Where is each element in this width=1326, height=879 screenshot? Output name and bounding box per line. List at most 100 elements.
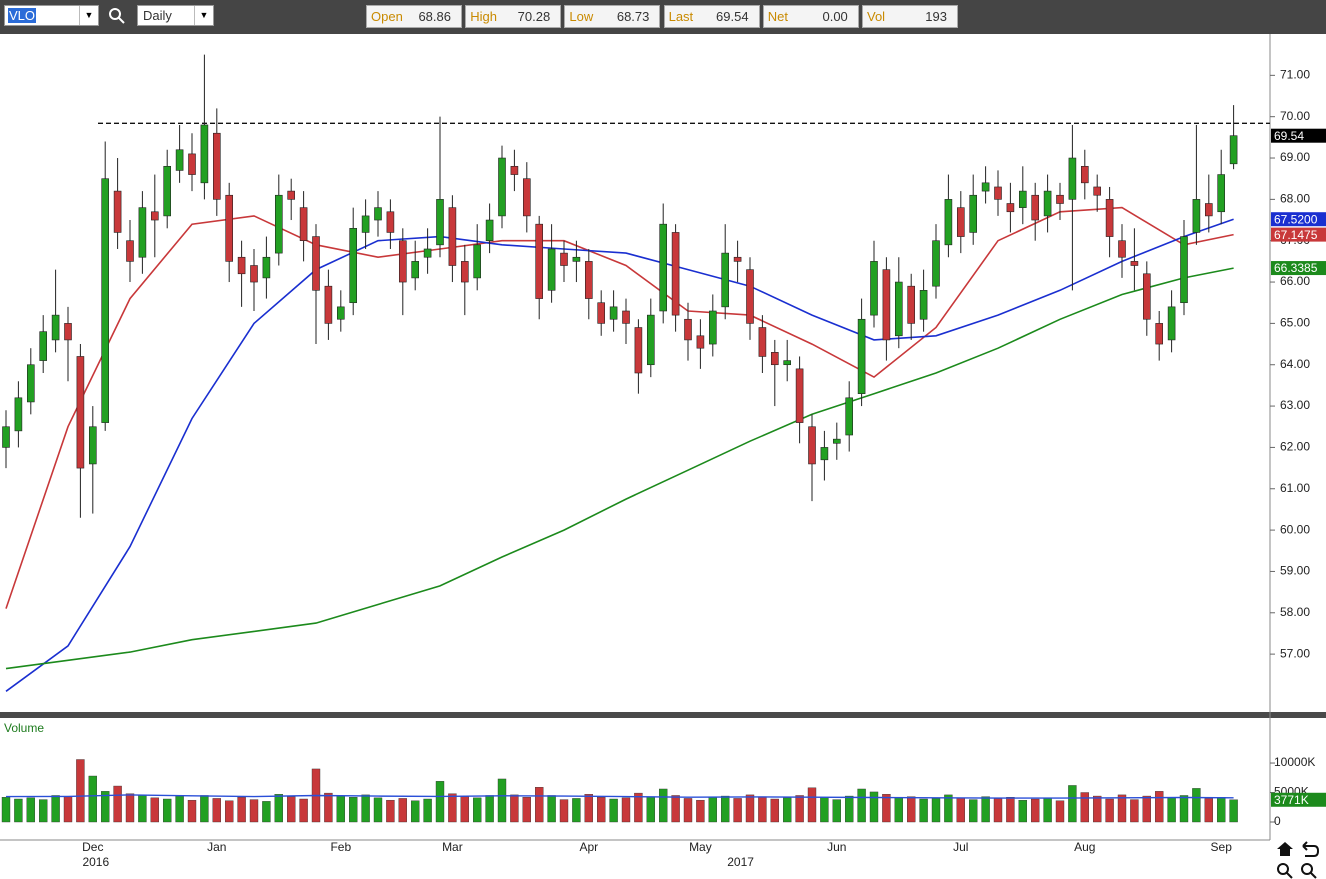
x-tick-label: Feb (330, 840, 351, 854)
zoom-out-icon[interactable] (1310, 872, 1317, 879)
volume-bar (460, 796, 469, 823)
volume-bar (423, 798, 432, 823)
y-tick-label: 0 (1274, 814, 1281, 828)
candle-body (1229, 135, 1238, 165)
volume-bar (1179, 795, 1189, 823)
y-tick-label: 59.00 (1280, 564, 1310, 578)
value-tag-bg (1271, 227, 1326, 242)
candle-body (1180, 236, 1188, 304)
candle-body (237, 256, 246, 275)
nav-icons[interactable] (1277, 841, 1320, 879)
home-icon[interactable] (1277, 842, 1293, 856)
volume-bar (783, 797, 792, 823)
candle-body (870, 261, 878, 316)
candle-body (857, 318, 866, 394)
candle-body (423, 248, 432, 258)
volume-bar (1229, 799, 1238, 823)
volume-bar (138, 794, 147, 823)
volume-bar (832, 799, 841, 823)
volume-bar (200, 795, 209, 823)
candle-body (1031, 194, 1039, 221)
volume-bar (237, 797, 246, 823)
value-tag: 69.54 (1274, 129, 1304, 143)
zoom-in-icon[interactable] (1286, 872, 1293, 879)
candle-body (287, 190, 296, 200)
volume-bar (931, 798, 941, 823)
volume-bar (63, 796, 73, 823)
volume-bar (262, 801, 271, 823)
candle-body (76, 356, 85, 469)
volume-bar (820, 797, 829, 823)
volume-bar (621, 797, 631, 823)
volume-bar (634, 792, 643, 823)
volume-bar (39, 799, 48, 823)
y-tick-label: 64.00 (1280, 357, 1310, 371)
volume-bar (869, 791, 879, 823)
interval-select[interactable]: Daily ▼ (137, 5, 214, 26)
y-tick-label: 71.00 (1280, 68, 1310, 82)
volume-bar (249, 799, 259, 823)
quote-cell: Last 69.54 (663, 5, 760, 28)
candle-body (944, 199, 953, 246)
volume-bar (1030, 798, 1040, 823)
candle-body (1006, 203, 1015, 213)
candle-body (336, 306, 345, 320)
candle-body (609, 306, 618, 320)
symbol-input[interactable]: VLO ▼ (4, 5, 99, 26)
y-tick-label: 70.00 (1280, 109, 1310, 123)
candle-body (1081, 165, 1089, 184)
volume-bar (448, 793, 457, 823)
quote-label: High (470, 9, 497, 24)
candle-body (374, 207, 382, 221)
value-tag: 67.5200 (1274, 212, 1318, 226)
candle-body (1043, 190, 1052, 217)
value-tag-bg (1271, 261, 1326, 276)
dropdown-arrow[interactable]: ▼ (194, 6, 213, 25)
toolbar-bg (0, 0, 1326, 34)
quote-label: Net (767, 9, 789, 24)
interval-text: Daily (143, 8, 172, 23)
candle-body (312, 236, 320, 291)
candle-body (262, 256, 271, 279)
candle-body (113, 190, 122, 233)
candle-body (882, 269, 891, 341)
undo-icon[interactable] (1302, 841, 1320, 857)
candle-body (1018, 190, 1027, 208)
volume-bar (807, 787, 817, 823)
volume-bar (758, 796, 767, 823)
volume-bar (857, 788, 866, 823)
x-tick-label: Dec (82, 840, 103, 854)
candle-body (708, 310, 717, 345)
volume-bar (287, 796, 296, 823)
volume-bar (1043, 797, 1052, 823)
volume-bar (1192, 788, 1201, 823)
volume-bar (497, 778, 507, 823)
volume-bar (1105, 798, 1114, 823)
quote-cell: High 70.28 (465, 5, 562, 28)
candle-body (1217, 174, 1225, 213)
candle-body (485, 219, 494, 242)
candle-body (361, 215, 370, 233)
volume-bar (100, 791, 110, 823)
candle-body (932, 240, 940, 287)
candle-body (213, 132, 221, 200)
search-icon[interactable] (108, 7, 126, 25)
dropdown-arrow[interactable]: ▼ (79, 6, 98, 25)
x-tick-label: Mar (442, 840, 463, 854)
y-tick-label: 63.00 (1280, 398, 1310, 412)
symbol-text: VLO (8, 8, 37, 23)
volume-bar (1154, 791, 1164, 823)
zoom-out-icon[interactable] (1301, 863, 1313, 875)
candle-body (547, 248, 556, 291)
candle-body (1167, 306, 1176, 341)
zoom-in-icon[interactable] (1277, 863, 1289, 875)
y-tick-label: 10000K (1274, 755, 1315, 769)
volume-bar (150, 797, 160, 823)
volume-bar (572, 798, 581, 823)
volume-bar (1055, 800, 1065, 823)
candle-body (250, 265, 258, 283)
candle-body (398, 240, 407, 283)
volume-bar (522, 797, 531, 823)
y-tick-label: 69.00 (1280, 150, 1310, 164)
candle-body (919, 290, 928, 320)
